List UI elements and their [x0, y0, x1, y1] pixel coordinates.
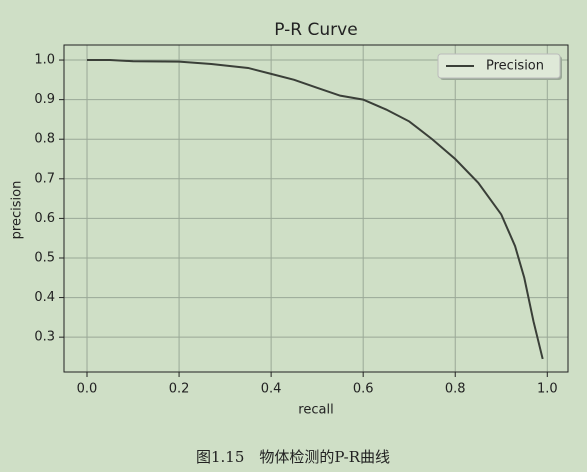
y-tick-label: 0.3 — [34, 330, 55, 345]
x-tick-label: 0.6 — [353, 382, 374, 397]
x-tick-label: 0.2 — [169, 382, 190, 397]
legend-box — [437, 53, 561, 79]
plot-frame — [63, 44, 569, 373]
data-line — [87, 59, 544, 360]
x-axis-label: recall — [298, 403, 333, 418]
x-tick-label: 1.0 — [537, 382, 558, 397]
y-tick-label: 0.8 — [34, 132, 55, 147]
x-tick-label: 0.8 — [445, 382, 466, 397]
y-axis-label: precision — [10, 181, 25, 240]
chart-title: P-R Curve — [274, 20, 357, 40]
y-tick-label: 0.5 — [34, 250, 55, 265]
x-tick-label: 0.4 — [261, 382, 282, 397]
y-tick-label: 0.7 — [34, 171, 55, 186]
y-tick-label: 1.0 — [34, 53, 55, 68]
y-tick-label: 0.6 — [34, 211, 55, 226]
caption: 图1.15 物体检测的P-R曲线 — [196, 448, 390, 466]
y-tick-label: 0.4 — [34, 290, 55, 305]
legend-label: Precision — [486, 59, 544, 74]
y-tick-label: 0.9 — [34, 92, 55, 107]
x-tick-label: 0.0 — [77, 382, 98, 397]
